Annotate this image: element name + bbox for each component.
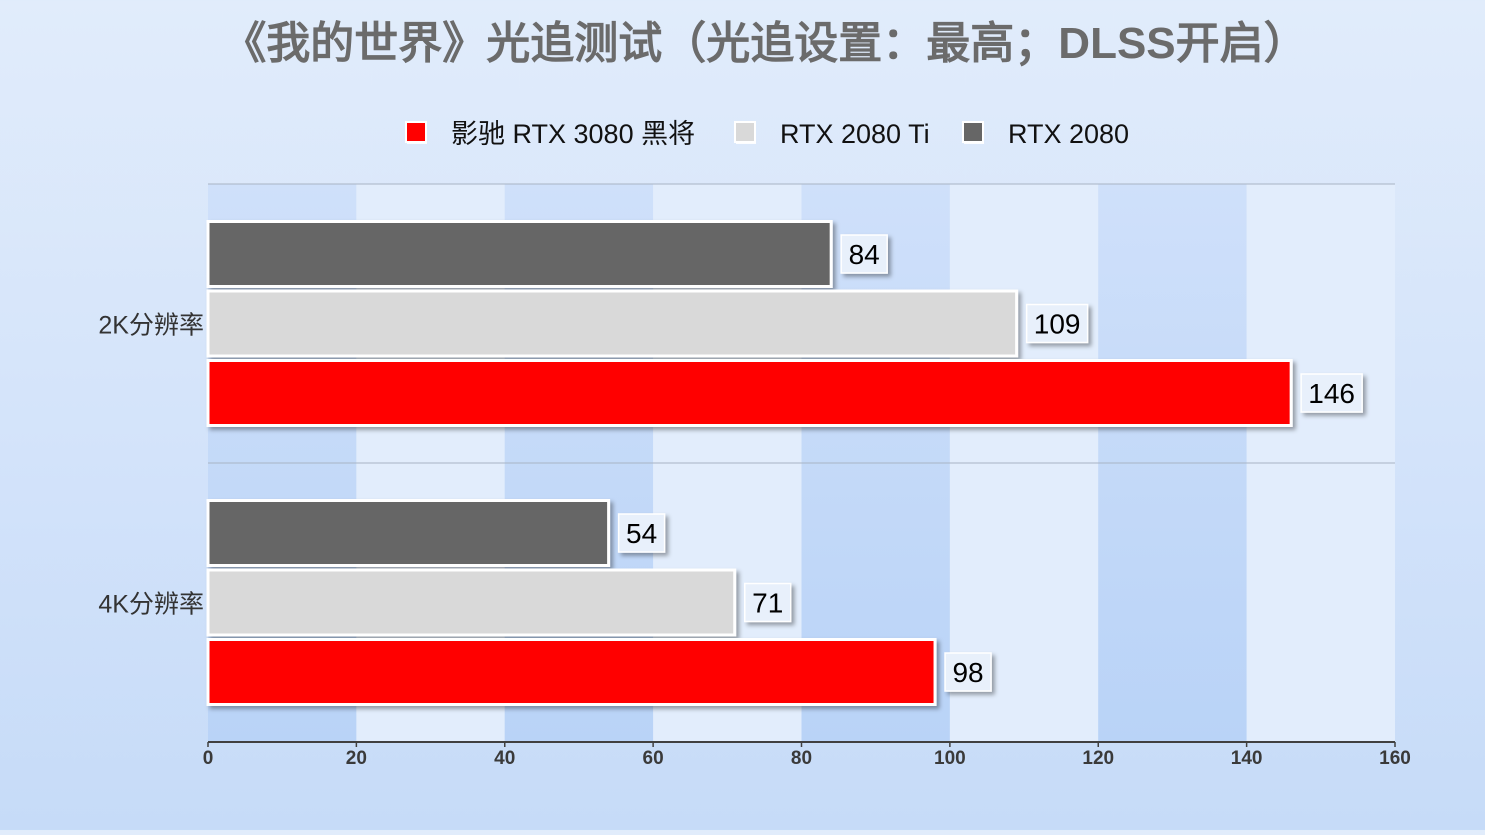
x-tick-label: 40	[494, 748, 515, 769]
bar-group: 71	[206, 568, 792, 637]
data-label: 146	[1308, 378, 1355, 409]
x-axis: 0 20 40 60 80 100 120 140 160	[203, 741, 1411, 769]
bar	[206, 638, 937, 706]
data-label: 71	[752, 588, 783, 619]
legend-label: RTX 2080 Ti	[780, 119, 930, 149]
category-label: 2K分辨率	[98, 312, 204, 340]
legend-swatch	[405, 121, 427, 143]
bar	[206, 568, 737, 637]
data-label-box	[1025, 303, 1089, 344]
legend: 影驰 RTX 3080 黑将 RTX 2080 Ti RTX 2080	[405, 119, 1129, 149]
bar-group: 84	[206, 220, 888, 288]
chart-title: 《我的世界》光追测试（光追设置：最高；DLSS开启）	[222, 19, 1307, 68]
data-label-box	[617, 513, 666, 553]
bar	[206, 499, 611, 567]
x-tick-label: 20	[346, 748, 367, 769]
x-tick-label: 100	[934, 748, 966, 769]
data-label-box	[944, 652, 992, 692]
legend-label: RTX 2080	[1008, 119, 1129, 149]
legend-item: RTX 2080	[962, 119, 1129, 149]
legend-swatch	[962, 121, 984, 143]
legend-label: 影驰 RTX 3080 黑将	[451, 119, 695, 149]
x-tick-label: 60	[643, 748, 664, 769]
x-tick-label: 160	[1379, 748, 1411, 769]
x-tick-label: 120	[1082, 748, 1114, 769]
bar-group: 98	[206, 638, 992, 706]
data-label: 54	[626, 518, 657, 549]
data-label: 84	[849, 239, 880, 270]
bar-group: 54	[206, 499, 666, 567]
data-label: 109	[1034, 309, 1081, 340]
x-tick-label: 140	[1231, 748, 1263, 769]
gridlines	[208, 183, 1395, 464]
x-tick-label: 0	[203, 748, 214, 769]
data-label-box	[840, 234, 888, 274]
category-labels: 2K分辨率 4K分辨率	[98, 312, 204, 619]
data-label: 98	[952, 657, 983, 688]
category-label: 4K分辨率	[98, 591, 204, 619]
bar-group: 109	[206, 289, 1089, 358]
bar-group: 146	[206, 359, 1363, 427]
bar	[206, 289, 1019, 358]
data-label-box	[1300, 373, 1363, 413]
bars: 84 109 146 54 71 98	[206, 220, 1363, 706]
bar	[206, 359, 1293, 427]
legend-swatch	[734, 121, 756, 143]
bar	[206, 220, 833, 288]
x-tick-label: 80	[791, 748, 812, 769]
legend-item: 影驰 RTX 3080 黑将	[405, 119, 695, 149]
data-label-box	[743, 582, 792, 623]
legend-item: RTX 2080 Ti	[734, 119, 930, 149]
